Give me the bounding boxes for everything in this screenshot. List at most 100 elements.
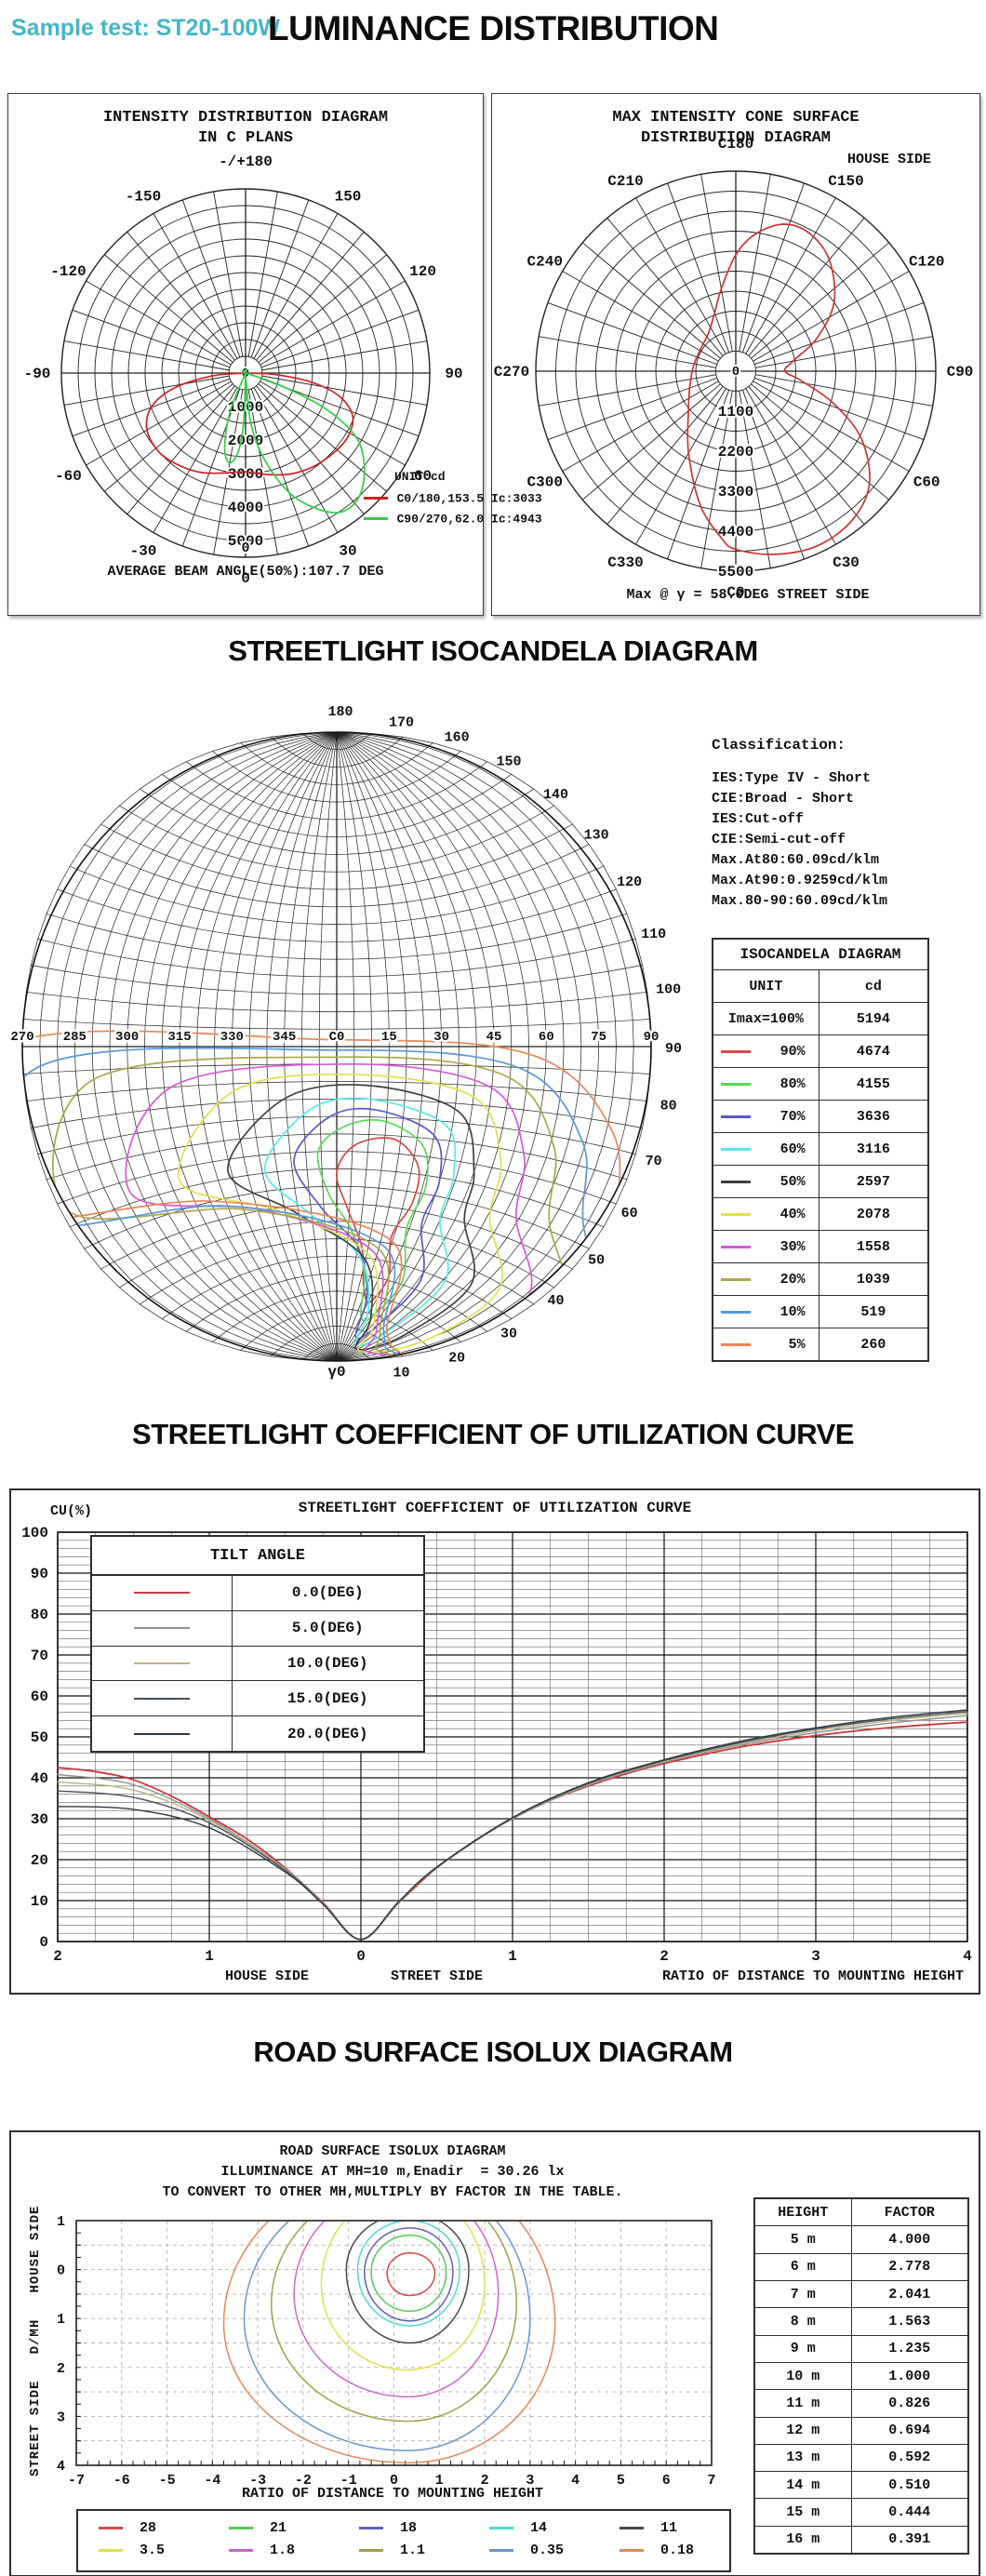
svg-text:70: 70 — [646, 1154, 662, 1169]
height-factor-row: 9 m 1.235 — [755, 2335, 967, 2363]
svg-text:C30: C30 — [833, 554, 859, 571]
isocandela-table-row: 50% 2597 — [713, 1166, 927, 1198]
isocandela-table-row: 80% 4155 — [713, 1068, 927, 1101]
isolux-level-swatch — [359, 2526, 383, 2529]
svg-text:300: 300 — [115, 1030, 139, 1045]
intensity-panel-title-2: IN C PLANS — [197, 129, 294, 147]
isolux-level-swatch — [229, 2526, 253, 2529]
cu-panel: STREETLIGHT COEFFICIENT OF UTILIZATION C… — [9, 1488, 980, 1995]
height-factor-row: 16 m 0.391 — [755, 2526, 967, 2554]
svg-text:10: 10 — [393, 1366, 409, 1381]
classification-heading: Classification: — [712, 737, 846, 754]
svg-text:0: 0 — [732, 365, 740, 380]
svg-text:170: 170 — [389, 714, 414, 730]
svg-text:-6: -6 — [113, 2473, 130, 2489]
svg-text:3: 3 — [526, 2473, 534, 2489]
height-factor-row: 8 m 1.563 — [755, 2308, 967, 2336]
svg-text:C150: C150 — [828, 173, 863, 190]
svg-text:2: 2 — [660, 1948, 669, 1965]
svg-text:5: 5 — [617, 2473, 625, 2489]
svg-text:0: 0 — [241, 541, 249, 556]
isolux-legend-entry: 0.18 — [599, 2539, 729, 2561]
svg-text:C300: C300 — [527, 474, 563, 491]
contour-swatch — [721, 1342, 751, 1346]
svg-text:C240: C240 — [527, 254, 563, 271]
svg-text:-1: -1 — [340, 2473, 357, 2489]
isocandela-table-row: 10% 519 — [713, 1296, 927, 1328]
intensity-panel-title-1: INTENSITY DISTRIBUTION DIAGRAM — [102, 109, 389, 127]
contour-swatch — [721, 1082, 751, 1086]
height-factor-row: HEIGHT FACTOR — [755, 2199, 967, 2227]
isolux-ratio-caption: RATIO OF DISTANCE TO MOUNTING HEIGHT — [241, 2486, 544, 2502]
cone-panel-title-2: DISTRIBUTION DIAGRAM — [640, 129, 832, 147]
svg-text:1: 1 — [508, 1948, 517, 1965]
svg-text:315: 315 — [167, 1030, 191, 1045]
svg-text:90: 90 — [644, 1030, 660, 1045]
svg-text:330: 330 — [220, 1030, 244, 1045]
isolux-level-swatch — [620, 2526, 644, 2529]
svg-text:-7: -7 — [68, 2473, 85, 2489]
svg-text:30: 30 — [339, 543, 356, 560]
svg-text:1100: 1100 — [718, 404, 753, 420]
unit-label: UNIT:cd — [394, 470, 446, 484]
contour-swatch — [721, 1245, 751, 1248]
svg-text:180: 180 — [327, 704, 353, 720]
svg-text:0: 0 — [39, 1934, 48, 1951]
classification-line: IES:Type IV - Short — [712, 770, 872, 786]
svg-text:45: 45 — [486, 1030, 502, 1045]
house-side-label: HOUSE SIDE — [847, 152, 932, 167]
isocandela-table-row: 40% 2078 — [713, 1198, 927, 1231]
svg-text:70: 70 — [31, 1648, 48, 1664]
svg-text:3: 3 — [811, 1948, 820, 1965]
svg-text:2200: 2200 — [718, 444, 753, 460]
svg-text:100: 100 — [656, 982, 681, 998]
classification-line: CIE:Semi-cut-off — [712, 832, 846, 848]
svg-text:75: 75 — [591, 1030, 606, 1045]
cu-street-caption: STREET SIDE — [391, 1969, 484, 1984]
svg-text:-5: -5 — [159, 2473, 176, 2489]
isolux-level-swatch — [620, 2548, 644, 2552]
isolux-section-title: ROAD SURFACE ISOLUX DIAGRAM — [253, 2035, 733, 2068]
svg-text:-/+180: -/+180 — [219, 153, 273, 170]
svg-text:1000: 1000 — [228, 399, 263, 416]
svg-text:1: 1 — [435, 2473, 444, 2489]
svg-text:285: 285 — [63, 1030, 87, 1045]
svg-text:40: 40 — [548, 1293, 565, 1309]
svg-text:120: 120 — [617, 874, 642, 890]
cu-ratio-caption: RATIO OF DISTANCE TO MOUNTING HEIGHT — [662, 1969, 965, 1984]
isolux-legend-entry: 14 — [469, 2516, 599, 2539]
cu-section-title: STREETLIGHT COEFFICIENT OF UTILIZATION C… — [132, 1418, 854, 1450]
svg-text:100: 100 — [21, 1525, 48, 1542]
svg-text:4: 4 — [57, 2459, 65, 2475]
tilt-line-swatch — [133, 1697, 190, 1700]
classification-line: Max.80-90:60.09cd/klm — [712, 893, 888, 909]
svg-text:3000: 3000 — [228, 466, 263, 483]
intensity-legend-c90: C90/270,62.0 Ic:4943 — [364, 511, 542, 527]
svg-text:3300: 3300 — [718, 484, 753, 501]
svg-text:2: 2 — [53, 1948, 62, 1965]
tilt-line-swatch — [133, 1592, 190, 1595]
cu-tilt-legend: TILT ANGLE 0.0(DEG) 5.0(DEG) 10.0(DEG) 15.0… — [90, 1535, 425, 1753]
svg-text:90: 90 — [31, 1566, 48, 1582]
svg-text:110: 110 — [641, 927, 666, 942]
svg-text:C90: C90 — [947, 364, 974, 380]
isolux-legend-entry: 21 — [208, 2516, 339, 2539]
tilt-legend-row: 15.0(DEG) — [92, 1681, 423, 1717]
classification-block: Classification: IES:Type IV - Short CIE:B… — [712, 737, 887, 912]
cone-polar-chart: 1100 2200 3300 4400 5500 0 C0 C30 C60 C90 C120 C150… — [494, 136, 974, 601]
intensity-legend-c0: C0/180,153.5 Ic:3033 — [364, 490, 542, 507]
svg-text:-120: -120 — [50, 263, 86, 280]
isolux-level-swatch — [489, 2548, 513, 2552]
isolux-legend-entry: 18 — [339, 2516, 469, 2539]
tilt-legend-row: 20.0(DEG) — [92, 1716, 423, 1751]
classification-line: Max.At90:0.9259cd/klm — [712, 873, 888, 888]
svg-text:2: 2 — [57, 2361, 65, 2377]
isolux-chart: -7 -6 -5 -4 -3 -2 -1 0 1 2 3 4 5 6 7 1 0 1 2 3 4 — [57, 2214, 716, 2489]
svg-text:4400: 4400 — [718, 524, 753, 541]
svg-text:-4: -4 — [204, 2473, 220, 2489]
svg-text:60: 60 — [31, 1688, 48, 1705]
svg-text:0: 0 — [57, 2263, 65, 2279]
average-beam-angle: AVERAGE BEAM ANGLE(50%):107.7 DEG — [107, 564, 384, 580]
svg-text:150: 150 — [496, 754, 521, 769]
svg-text:20: 20 — [31, 1852, 48, 1869]
